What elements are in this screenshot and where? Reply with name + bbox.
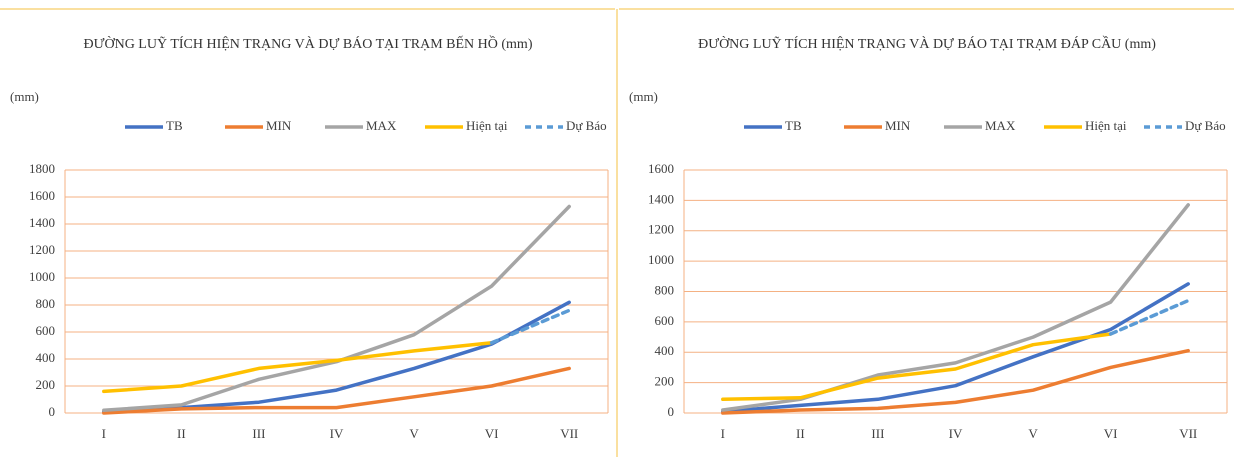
y-tick-label: 0 [49,404,56,419]
x-tick-label: VII [560,426,578,441]
x-tick-label: II [177,426,186,441]
legend-label: Hiện tại [466,118,508,133]
series-line [721,332,1113,402]
chart-title: ĐƯỜNG LUỸ TÍCH HIỆN TRẠNG VÀ DỰ BÁO TẠI … [84,34,533,52]
series-line [721,203,1190,412]
legend-label: TB [785,118,802,133]
series-line [102,300,571,414]
y-tick-label: 1200 [648,222,674,237]
series-line [102,341,494,394]
series-line [102,204,571,413]
series-line [1108,298,1190,336]
series-line [721,348,1190,415]
legend-label: TB [166,118,183,133]
y-tick-label: 800 [36,296,56,311]
legend-label: Dự Báo [1185,118,1226,133]
legend-label: Hiện tại [1085,118,1127,133]
y-tick-label: 1000 [29,269,55,284]
y-tick-label: 600 [36,323,56,338]
y-tick-label: 1000 [648,252,674,267]
x-tick-label: V [409,426,419,441]
y-axis-label: (mm) [10,89,39,104]
legend-label: MIN [885,118,911,133]
chart-title: ĐƯỜNG LUỸ TÍCH HIỆN TRẠNG VÀ DỰ BÁO TẠI … [698,35,1156,52]
x-tick-label: V [1028,426,1038,441]
y-tick-label: 1600 [648,161,674,176]
series-line [102,366,571,415]
legend-label: MAX [366,118,397,133]
y-tick-label: 600 [655,313,675,328]
y-axis-label: (mm) [629,89,658,104]
x-tick-label: IV [949,426,963,441]
x-tick-label: II [796,426,805,441]
legend-label: MAX [985,118,1016,133]
y-tick-label: 1600 [29,188,55,203]
legend-label: Dự Báo [566,118,607,133]
x-tick-label: III [871,426,884,441]
y-tick-label: 200 [655,374,675,389]
y-tick-label: 1400 [648,191,674,206]
x-tick-label: I [721,426,725,441]
y-tick-label: 800 [655,282,675,297]
series-line [721,282,1190,414]
x-tick-label: VI [1104,426,1118,441]
x-tick-label: I [102,426,106,441]
x-tick-label: IV [330,426,344,441]
y-tick-label: 1800 [29,161,55,176]
y-tick-label: 1400 [29,215,55,230]
series-line [489,308,571,345]
y-tick-label: 400 [655,343,675,358]
x-tick-label: VI [485,426,499,441]
y-tick-label: 0 [668,404,675,419]
y-tick-label: 200 [36,377,56,392]
legend-label: MIN [266,118,292,133]
y-tick-label: 400 [36,350,56,365]
x-tick-label: VII [1179,426,1197,441]
y-tick-label: 1200 [29,242,55,257]
x-tick-label: III [252,426,265,441]
